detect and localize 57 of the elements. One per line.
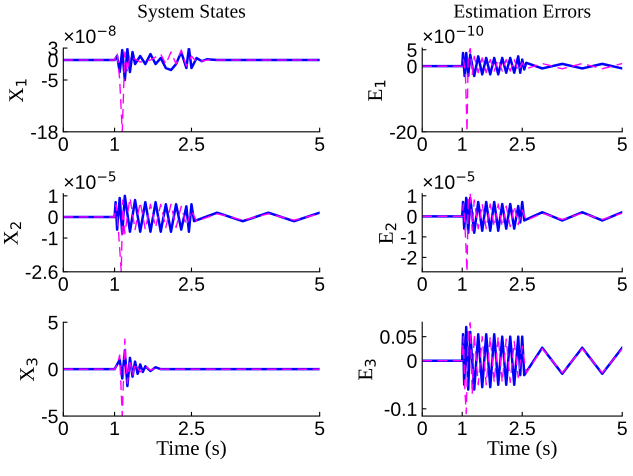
text: ×10$^{−10}$ — [424, 26, 484, 44]
x-tick-label: 1 — [110, 277, 120, 291]
y-tick-label: -1 — [42, 232, 58, 246]
y-tick-label: 0 — [48, 362, 58, 376]
x-tick-label: 5 — [315, 277, 324, 291]
y-tick-label: -2 — [400, 250, 416, 264]
y-tick-label: -20 — [390, 125, 417, 140]
x-tick-label: 0 — [418, 421, 427, 436]
y-tick-label: 0 — [407, 60, 417, 74]
y-tick-label: 0 — [48, 210, 58, 224]
x-tick-label: 5 — [618, 422, 627, 436]
x-tick-label: 0 — [58, 137, 68, 151]
x-tick-label: 1 — [458, 422, 467, 435]
x-axis-title: Time (s) — [487, 440, 557, 460]
y-axis-title: E$_{1}$ — [368, 80, 386, 101]
y-tick-label: -5 — [42, 74, 58, 88]
x-tick-label: 5 — [315, 137, 324, 151]
y-tick-label: 0.05 — [380, 330, 417, 344]
y-tick-label: 1 — [408, 189, 416, 203]
y-tick-label: -0.1 — [384, 402, 416, 416]
x-tick-label: 2.5 — [178, 277, 204, 291]
x-tick-label: 5 — [618, 277, 627, 291]
x-tick-label: 0 — [418, 137, 427, 151]
y-tick-label: 0 — [407, 210, 417, 224]
text: ×10$^{−8}$ — [64, 26, 116, 44]
y-axis-title: X$_{1}$ — [9, 79, 26, 102]
y-tick-label: -18 — [31, 125, 58, 140]
x-tick-label: 2.5 — [510, 421, 535, 436]
text: ×10$^{−5}$ — [64, 171, 116, 189]
y-tick-label: 0 — [407, 354, 417, 368]
y-axis-title: E$_{3}$ — [358, 360, 376, 380]
y-tick-label: 5 — [407, 43, 417, 57]
y-axis-title: X$_{2}$ — [4, 222, 22, 245]
y-axis-title: X$_{3}$ — [20, 358, 38, 382]
x-tick-label: 2.5 — [510, 137, 535, 151]
chart-title: System States — [138, 4, 246, 22]
x-axis-title: Time (s) — [156, 440, 226, 460]
y-tick-label: 1 — [49, 190, 58, 203]
x-tick-label: 2.5 — [178, 421, 204, 436]
x-tick-label: 5 — [618, 137, 627, 151]
x-tick-label: 1 — [458, 277, 467, 291]
x-tick-label: 0 — [58, 421, 68, 436]
text: ×10$^{−5}$ — [424, 171, 474, 189]
x-tick-label: 2.5 — [510, 277, 535, 291]
y-tick-label: -5 — [42, 410, 58, 424]
x-tick-label: 1 — [110, 422, 120, 435]
y-axis-title: E$_{2}$ — [379, 223, 396, 244]
x-tick-label: 5 — [315, 422, 324, 436]
x-tick-label: 1 — [110, 137, 120, 151]
x-tick-label: 2.5 — [178, 137, 204, 151]
x-tick-label: 1 — [458, 137, 467, 151]
y-tick-label: 5 — [48, 316, 58, 330]
x-tick-label: 0 — [58, 277, 68, 291]
x-tick-label: 0 — [418, 277, 427, 291]
y-tick-label: -2.6 — [26, 265, 58, 280]
y-tick-label: -1 — [400, 230, 416, 244]
chart-title: Estimation Errors — [454, 4, 590, 18]
